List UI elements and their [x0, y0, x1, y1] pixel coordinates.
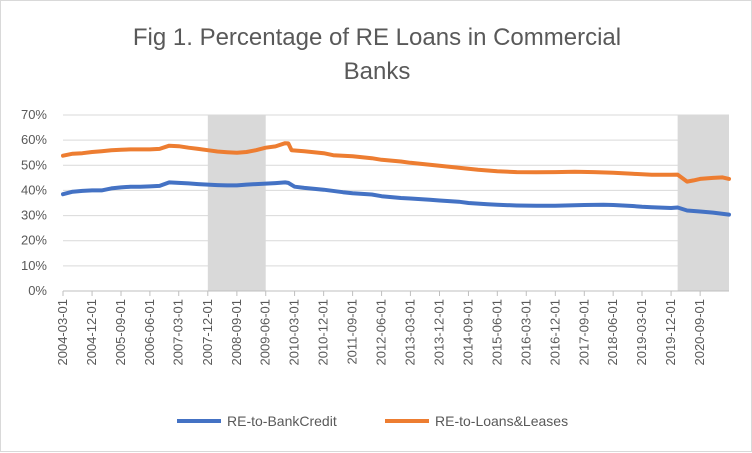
- x-tick-label: 2004-03-01: [55, 299, 70, 366]
- x-tick-label: 2015-06-01: [489, 299, 504, 366]
- y-tick-label: 0%: [28, 283, 47, 298]
- chart-title-line-2: Banks: [344, 58, 411, 85]
- chart-title-line-1: Fig 1. Percentage of RE Loans in Commerc…: [133, 24, 621, 51]
- y-tick-label: 50%: [21, 157, 47, 172]
- x-axis-ticks: 2004-03-01 2004-12-01 2005-09-01 2006-06-01…: [55, 291, 707, 366]
- recession-shading-layer: [207, 115, 729, 291]
- y-tick-label: 10%: [21, 258, 47, 273]
- x-tick-label: 2007-12-01: [200, 299, 215, 366]
- x-tick-label: 2011-09-01: [345, 299, 360, 365]
- x-tick-label: 2020-09-01: [692, 299, 707, 366]
- x-tick-label: 2019-12-01: [663, 299, 678, 366]
- recession-band-2: [677, 115, 729, 291]
- series-line-re-to-bankcredit: [61, 180, 731, 217]
- x-tick-label: 2014-09-01: [460, 299, 475, 366]
- x-tick-label: 2018-06-01: [605, 299, 620, 366]
- x-tick-label: 2017-09-01: [576, 299, 591, 366]
- y-tick-label: 40%: [21, 182, 47, 197]
- y-axis-ticks: 0% 10% 20% 30% 40% 50% 60% 70%: [21, 107, 47, 298]
- x-tick-label: 2016-03-01: [518, 299, 533, 366]
- y-tick-label: 60%: [21, 132, 47, 147]
- gridlines: [63, 114, 729, 292]
- y-tick-label: 30%: [21, 208, 47, 223]
- y-tick-label: 20%: [21, 233, 47, 248]
- x-tick-label: 2016-12-01: [547, 299, 562, 366]
- x-tick-label: 2007-03-01: [171, 299, 186, 366]
- x-tick-label: 2004-12-01: [84, 299, 99, 366]
- x-tick-label: 2010-12-01: [316, 299, 331, 366]
- recession-band-1: [207, 115, 266, 291]
- legend: RE-to-BankCredit RE-to-Loans&Leases: [177, 413, 568, 429]
- legend-label-re-to-loans-leases: RE-to-Loans&Leases: [435, 413, 568, 429]
- x-tick-label: 2010-03-01: [287, 299, 302, 366]
- x-tick-label: 2009-06-01: [258, 299, 273, 366]
- legend-label-re-to-bankcredit: RE-to-BankCredit: [227, 413, 337, 429]
- x-tick-label: 2013-12-01: [431, 299, 446, 366]
- y-tick-label: 70%: [21, 107, 47, 122]
- x-tick-label: 2019-03-01: [634, 299, 649, 366]
- series-layer: [61, 141, 731, 217]
- x-tick-label: 2006-06-01: [142, 299, 157, 366]
- x-tick-label: 2005-09-01: [113, 299, 128, 366]
- series-line-re-to-loans-leases: [61, 141, 731, 184]
- x-tick-label: 2013-03-01: [402, 299, 417, 366]
- x-tick-label: 2012-06-01: [374, 299, 389, 366]
- x-tick-label: 2008-09-01: [229, 299, 244, 366]
